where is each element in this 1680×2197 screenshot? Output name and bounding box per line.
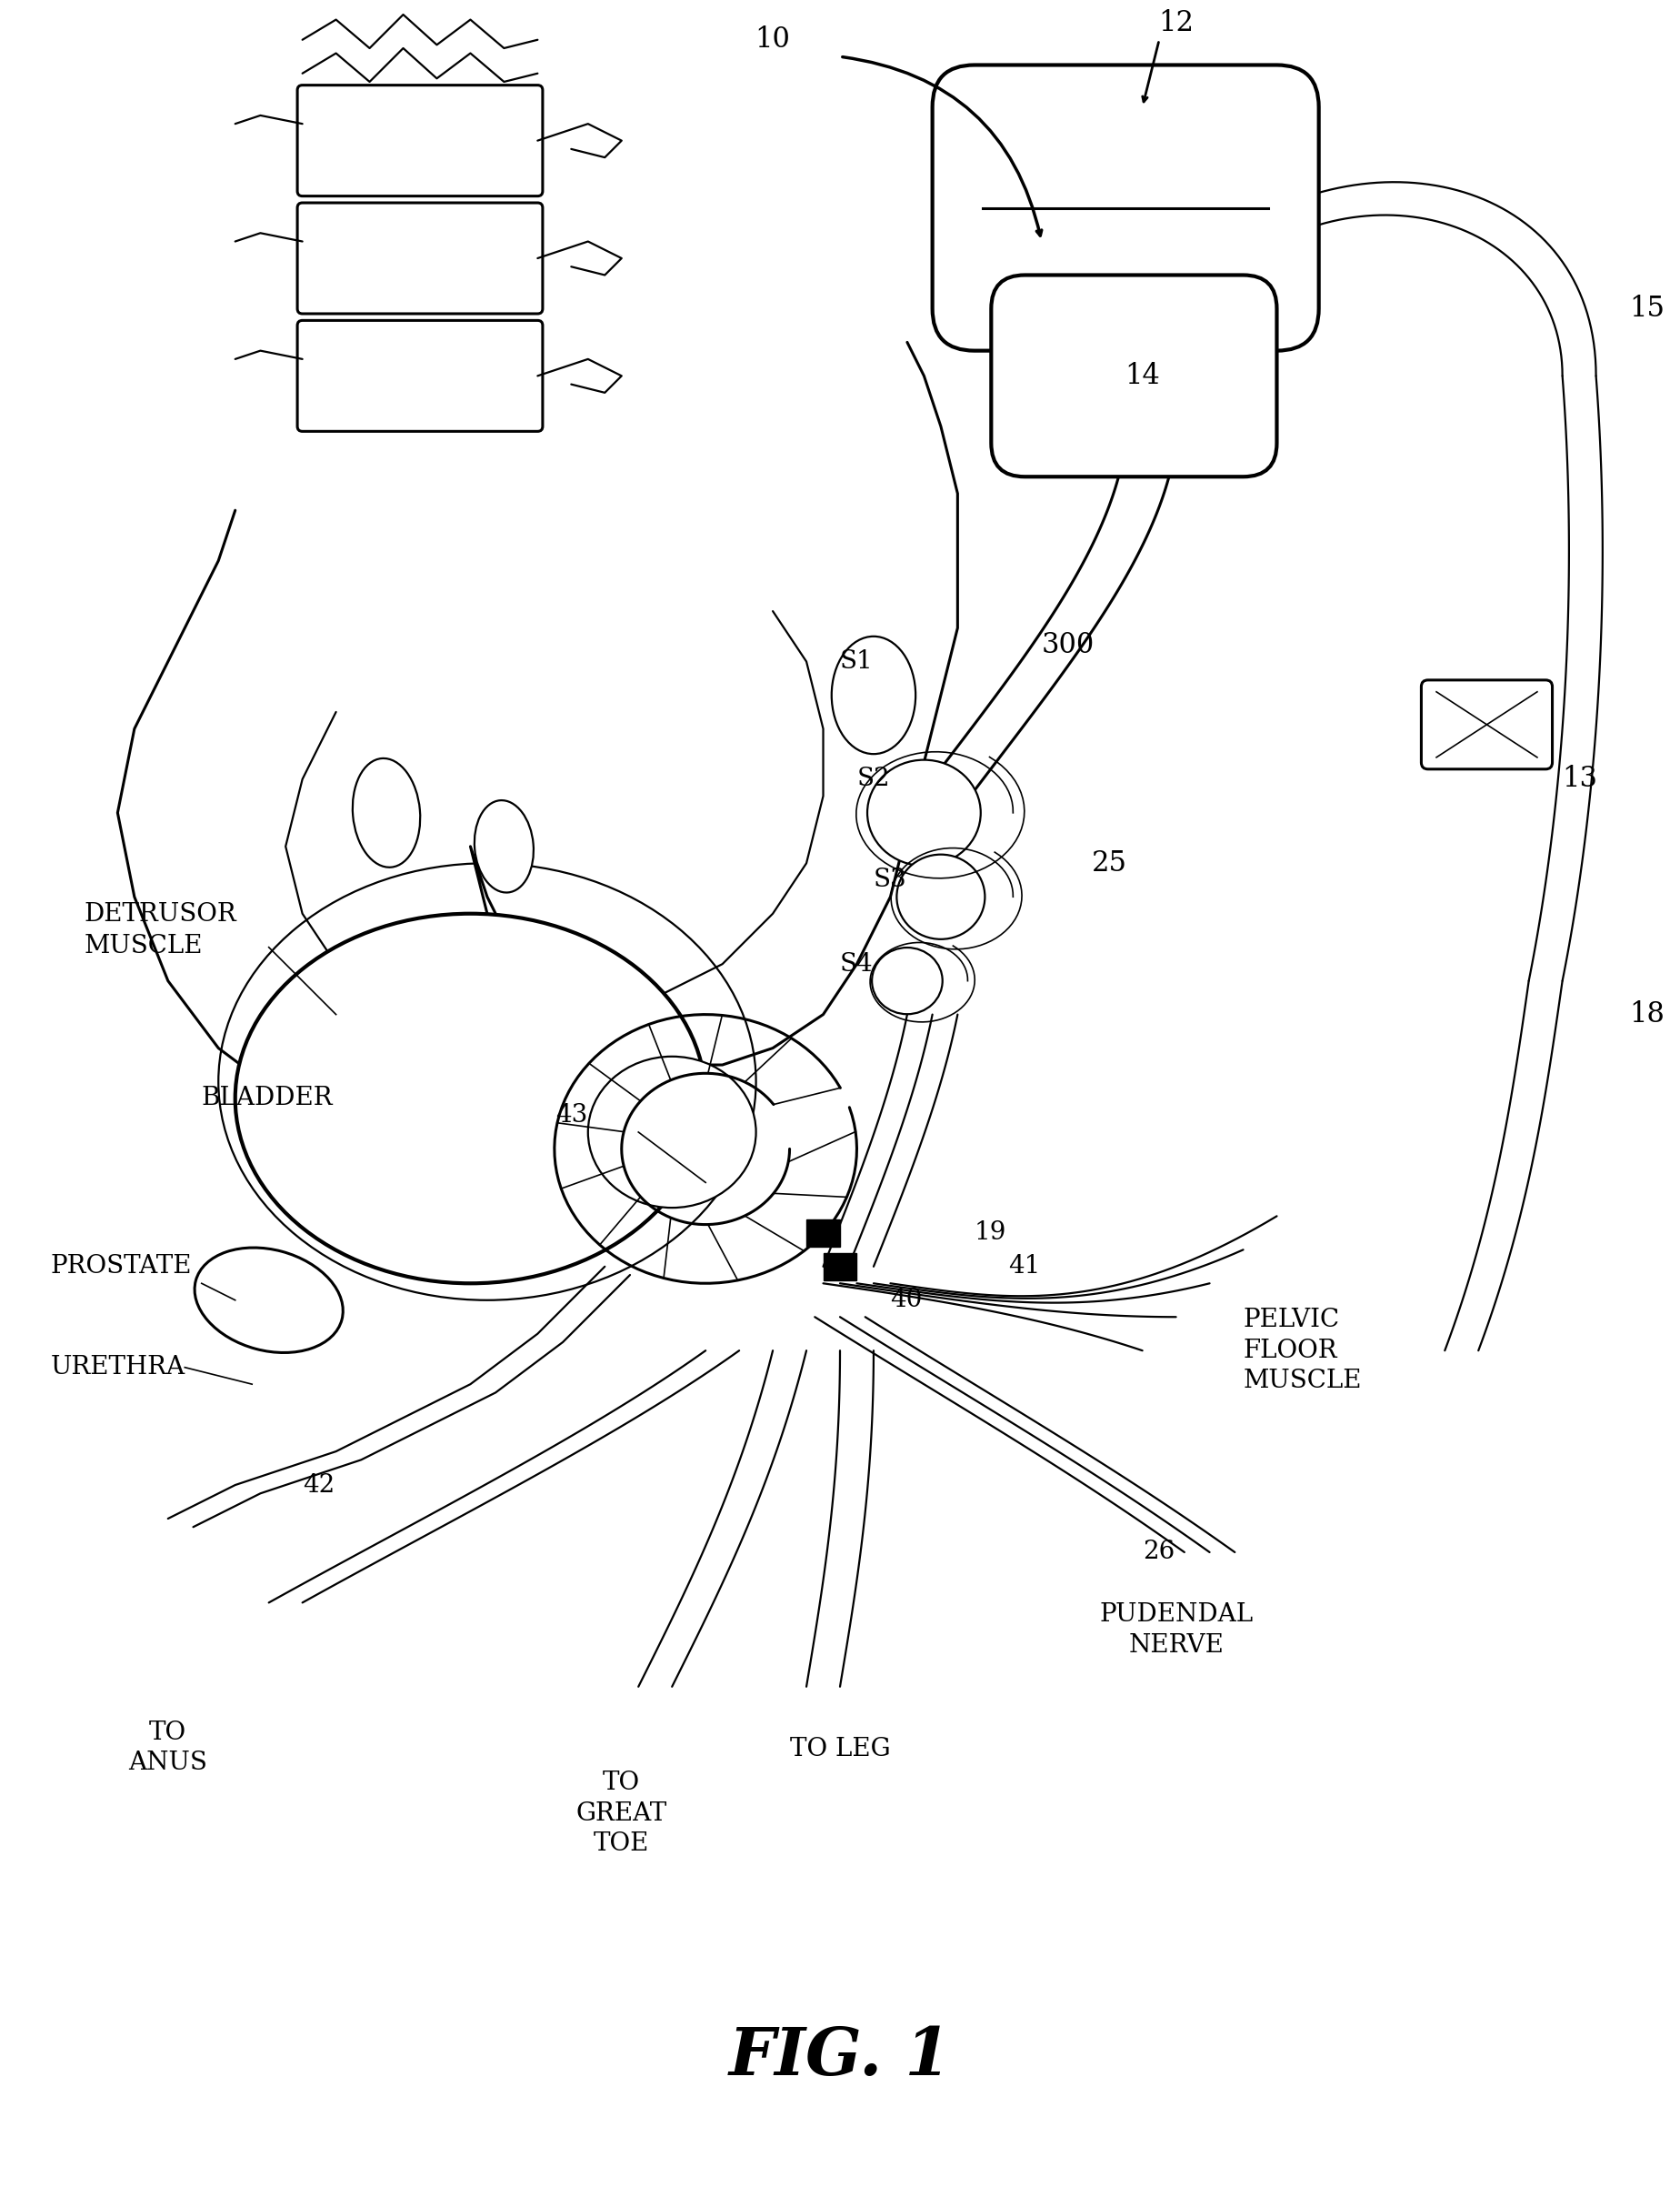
Text: TO
GREAT
TOE: TO GREAT TOE	[576, 1771, 667, 1856]
Text: 26: 26	[1142, 1540, 1174, 1564]
Bar	[806, 1219, 840, 1246]
Text: FIG. 1: FIG. 1	[729, 2023, 951, 2089]
Text: URETHRA: URETHRA	[50, 1356, 185, 1380]
Text: 18: 18	[1630, 1000, 1665, 1028]
Text: S3: S3	[874, 868, 907, 892]
Bar	[823, 1252, 857, 1281]
Ellipse shape	[474, 800, 534, 892]
Ellipse shape	[195, 1248, 343, 1353]
Text: TO LEG: TO LEG	[790, 1738, 890, 1762]
FancyBboxPatch shape	[297, 321, 543, 431]
Text: 41: 41	[1008, 1254, 1040, 1279]
FancyBboxPatch shape	[1421, 681, 1552, 769]
Ellipse shape	[872, 947, 942, 1015]
Text: 13: 13	[1562, 765, 1598, 793]
FancyBboxPatch shape	[932, 66, 1319, 352]
FancyBboxPatch shape	[297, 202, 543, 314]
Text: TO
ANUS: TO ANUS	[128, 1720, 208, 1775]
Text: PELVIC
FLOOR
MUSCLE: PELVIC FLOOR MUSCLE	[1243, 1307, 1362, 1393]
Text: 40: 40	[890, 1287, 922, 1312]
Text: DETRUSOR
MUSCLE: DETRUSOR MUSCLE	[84, 903, 237, 958]
Text: 10: 10	[754, 26, 791, 55]
Text: PUDENDAL
NERVE: PUDENDAL NERVE	[1099, 1602, 1253, 1657]
Text: S1: S1	[840, 650, 874, 674]
Text: 25: 25	[1092, 848, 1127, 877]
Text: BLADDER: BLADDER	[202, 1085, 333, 1112]
Text: 42: 42	[302, 1472, 334, 1498]
Ellipse shape	[235, 914, 706, 1283]
Ellipse shape	[832, 637, 916, 754]
Ellipse shape	[353, 758, 420, 868]
Text: PROSTATE: PROSTATE	[50, 1254, 192, 1279]
Text: 300: 300	[1042, 631, 1095, 659]
Ellipse shape	[897, 855, 984, 938]
Text: 12: 12	[1158, 9, 1194, 37]
Text: S2: S2	[857, 767, 890, 791]
FancyBboxPatch shape	[991, 275, 1277, 477]
FancyBboxPatch shape	[297, 86, 543, 196]
Text: 43: 43	[556, 1103, 588, 1127]
Ellipse shape	[588, 1057, 756, 1208]
Ellipse shape	[867, 760, 981, 866]
Text: 14: 14	[1126, 363, 1159, 391]
Text: 19: 19	[974, 1222, 1006, 1246]
Text: S4: S4	[840, 951, 874, 975]
Text: 15: 15	[1630, 294, 1665, 323]
